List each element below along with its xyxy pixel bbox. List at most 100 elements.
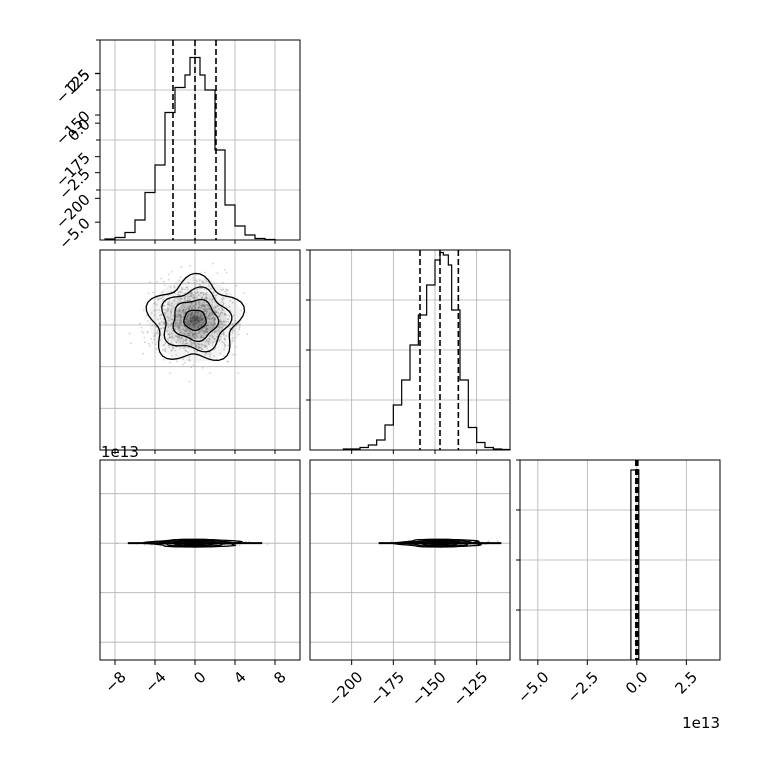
scatter-point (182, 309, 185, 312)
scatter-point (164, 342, 167, 344)
scatter-point (181, 288, 183, 291)
scatter-point (226, 318, 229, 321)
scatter-point (206, 303, 208, 306)
pair-panel-1-2 (309, 459, 511, 661)
scatter-point (201, 322, 204, 325)
scatter-point (143, 336, 146, 339)
scatter-point (195, 317, 198, 320)
scatter-point (180, 266, 183, 268)
scatter-point (211, 313, 214, 316)
scatter-point (220, 300, 223, 303)
scatter-point (160, 277, 163, 280)
scatter-point (223, 323, 226, 326)
scatter-point (198, 321, 201, 324)
scatter-point (163, 313, 166, 316)
scatter-point (183, 333, 186, 335)
scatter-point (195, 311, 198, 313)
scatter-point (189, 331, 192, 334)
scatter-point (169, 316, 172, 318)
scatter-point (219, 320, 222, 323)
scatter-point (157, 318, 159, 321)
scatter-point (184, 288, 186, 291)
scatter-point (115, 542, 118, 545)
scatter-point (204, 330, 207, 333)
scatter-point (180, 321, 182, 324)
scatter-point (199, 316, 201, 319)
scatter-point (200, 323, 203, 326)
scatter-point (188, 329, 191, 331)
scatter-point (213, 319, 216, 322)
scatter-point (174, 335, 177, 337)
scatter-point (209, 353, 212, 356)
scatter-point (193, 279, 195, 281)
scatter-point (214, 316, 216, 319)
scatter-point (497, 540, 499, 543)
scatter-point (167, 278, 170, 281)
scatter-point (226, 360, 229, 363)
scatter-point (206, 347, 209, 349)
scatter-point (173, 285, 176, 288)
scatter-point (207, 283, 210, 285)
scatter-point (195, 345, 197, 348)
scatter-point (167, 317, 170, 319)
scatter-point (212, 324, 215, 326)
scatter-point (227, 361, 230, 363)
scatter-point (184, 296, 186, 299)
scatter-point (178, 319, 181, 322)
scatter-point (157, 298, 160, 301)
scatter-point (187, 282, 190, 284)
scatter-point (222, 331, 225, 333)
scatter-point (197, 332, 200, 335)
scatter-point (203, 310, 206, 312)
scatter-point (176, 326, 179, 329)
scatter-point (194, 317, 197, 320)
scatter-point (225, 335, 227, 337)
scatter-point (207, 304, 210, 307)
scatter-point (187, 323, 190, 326)
scatter-point (208, 298, 211, 301)
scatter-point (185, 338, 187, 341)
scatter-point (204, 309, 207, 312)
scatter-point (223, 334, 225, 336)
scatter-point (195, 345, 198, 347)
scatter-point (205, 308, 208, 311)
scatter-point (196, 319, 199, 322)
contour-2 (161, 286, 233, 353)
scatter-point (163, 358, 165, 361)
scatter-point (224, 313, 227, 316)
scatter-point (204, 293, 207, 295)
scatter-point (237, 372, 240, 375)
scatter-point (215, 311, 217, 313)
scatter-point (191, 325, 194, 328)
scatter-point (186, 295, 189, 297)
scatter-point (212, 298, 214, 300)
scatter-point (193, 319, 195, 321)
scatter-point (186, 315, 189, 317)
scatter-point (216, 332, 219, 335)
scatter-point (200, 297, 203, 300)
scatter-point (224, 312, 226, 315)
x-tick-label: 0 (190, 668, 209, 687)
scatter-point (177, 324, 180, 327)
scatter-point (187, 308, 190, 311)
scatter-point (202, 330, 205, 332)
scatter-point (162, 309, 165, 311)
scatter-point (181, 288, 184, 291)
scatter-point (209, 355, 212, 358)
scatter-point (205, 327, 208, 330)
scatter-point (171, 345, 174, 348)
scatter-point (208, 339, 211, 342)
scatter-point (215, 294, 218, 297)
scatter-point (200, 315, 203, 318)
scatter-point (187, 314, 190, 316)
scatter-point (214, 296, 217, 299)
scatter-point (166, 330, 168, 332)
scatter-point (207, 353, 210, 356)
scatter-point (225, 271, 228, 274)
scatter-point (183, 346, 186, 348)
scatter-point (146, 320, 149, 322)
scatter-point (208, 315, 211, 317)
scatter-point (203, 310, 206, 313)
scatter-point (185, 350, 188, 353)
scatter-point (213, 322, 216, 325)
